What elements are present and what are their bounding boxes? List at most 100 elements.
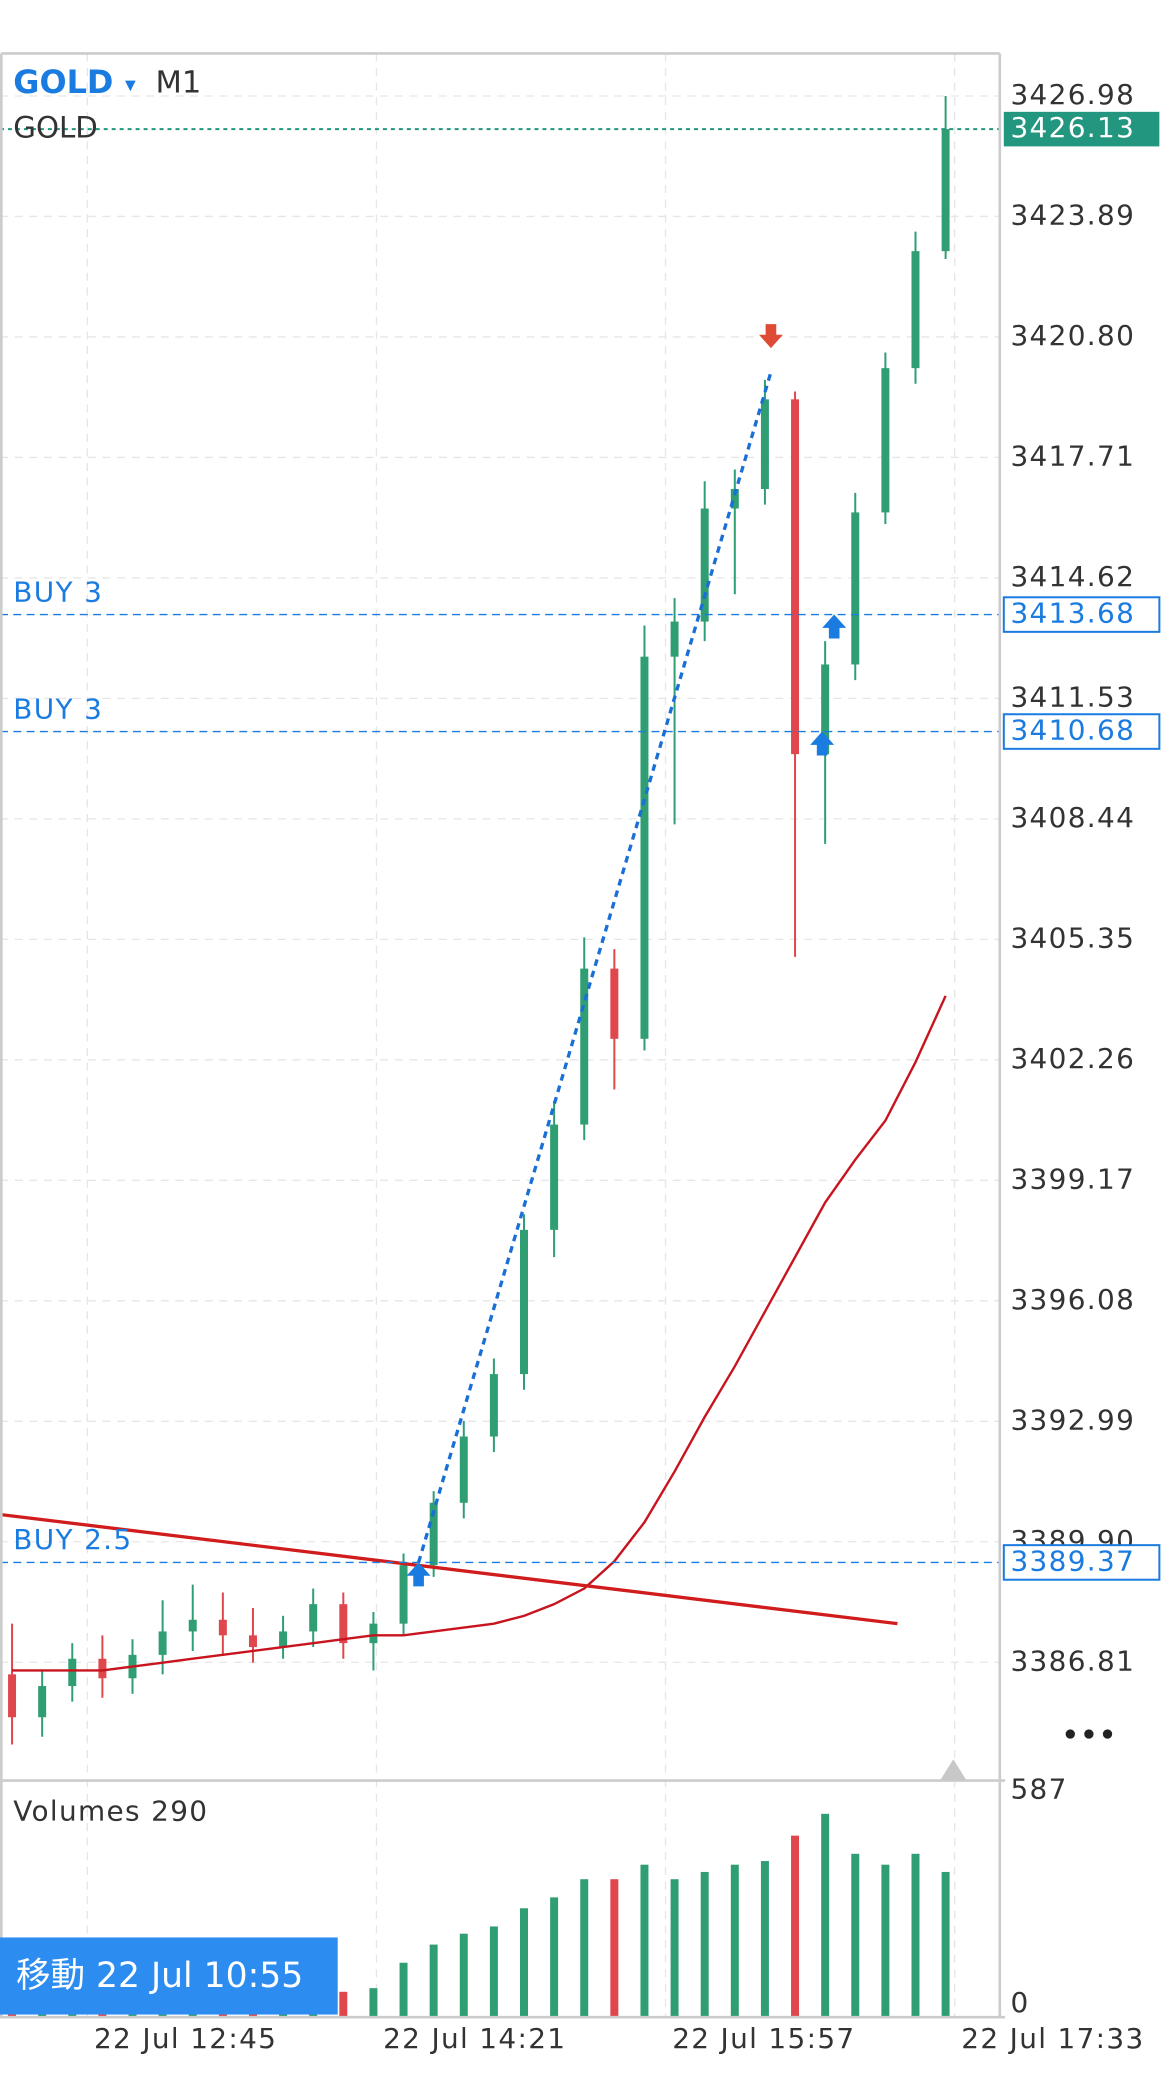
y-tick-label: 3423.89 [1010, 198, 1135, 231]
candle-body [8, 1674, 17, 1718]
volume-bar [640, 1864, 649, 2018]
timeframe[interactable]: M1 [156, 66, 202, 101]
candle-body [489, 1374, 498, 1437]
candle-body [188, 1619, 197, 1632]
candle-body [851, 512, 860, 665]
candle-body [821, 664, 830, 755]
volume-bar [700, 1871, 709, 2018]
candle [550, 1101, 559, 1258]
volume-bar [791, 1835, 800, 2018]
candle-body [369, 1623, 378, 1644]
y-tick-label: 3386.81 [1010, 1644, 1135, 1677]
candle-body [941, 129, 950, 252]
current-price-box [1003, 111, 1160, 147]
order-price: 3410.68 [1010, 714, 1135, 747]
trade-marker [406, 1562, 431, 1587]
candle [218, 1592, 227, 1655]
volume-bar [520, 1908, 528, 2018]
grid [0, 53, 1000, 2018]
candle [188, 1584, 197, 1651]
candle-body [98, 1658, 107, 1679]
current-price: 3426.13 [1010, 111, 1135, 144]
volume-bar [911, 1853, 920, 2018]
candle [911, 231, 920, 384]
volume-bar [670, 1879, 679, 2018]
candle-body [760, 399, 769, 490]
candle [791, 391, 800, 957]
candle-body [309, 1604, 318, 1632]
order-label: BUY 2.5 [13, 1523, 132, 1556]
dot [1065, 1729, 1075, 1739]
volume-tick-label: 0 [1010, 1986, 1029, 2019]
y-tick-label: 3411.53 [1010, 680, 1135, 713]
candle-body [881, 368, 890, 513]
candle [309, 1588, 318, 1648]
candle [941, 95, 950, 259]
order-label: BUY 3 [13, 575, 103, 608]
crosshair-box [0, 1937, 338, 2015]
trade-marker [758, 324, 783, 349]
candle [580, 937, 589, 1141]
volume-bar [941, 1871, 950, 2018]
volume-bar [550, 1897, 559, 2018]
x-tick-label: 22 Jul 15:57 [672, 2022, 855, 2055]
volume-bar [369, 1988, 378, 2018]
y-tick-label: 3405.35 [1010, 921, 1135, 954]
volume-bar [429, 1944, 438, 2018]
x-tick-label: 22 Jul 14:21 [383, 2022, 566, 2055]
volume-bar [821, 1813, 830, 2018]
candle-body [38, 1686, 47, 1718]
candle-body [399, 1565, 408, 1624]
y-tick-label: 3402.26 [1010, 1042, 1135, 1075]
volume-bar [339, 1991, 348, 2018]
y-tick-label: 3399.17 [1010, 1162, 1135, 1195]
y-tick-label: 3408.44 [1010, 801, 1135, 834]
trade-line [417, 371, 773, 1563]
candle-body [459, 1436, 468, 1503]
order-price-box [1002, 596, 1161, 633]
candle-body [279, 1631, 288, 1648]
trade-marker [822, 614, 847, 639]
candle [369, 1611, 378, 1671]
crosshair-label: 移動 22 Jul 10:55 [16, 1956, 303, 1996]
order-price: 3389.37 [1010, 1544, 1135, 1577]
candle [98, 1635, 107, 1698]
candle-body [730, 489, 739, 509]
candle [38, 1670, 47, 1737]
candle [881, 352, 890, 525]
candle-body [670, 621, 679, 657]
volume-bar [610, 1879, 619, 2018]
volume-bar [851, 1853, 860, 2018]
candle-body [791, 399, 800, 755]
candle-body [158, 1631, 167, 1655]
order-price: 3413.68 [1010, 597, 1135, 630]
volume-bar [881, 1864, 890, 2018]
y-tick-label: 3396.08 [1010, 1283, 1135, 1316]
candle-body [68, 1658, 77, 1687]
volume-tick-label: 587 [1010, 1773, 1067, 1806]
y-tick-label: 3420.80 [1010, 319, 1135, 352]
y-tick-label: 3426.98 [1010, 78, 1135, 111]
candle [248, 1608, 257, 1663]
order-label: BUY 3 [13, 692, 103, 725]
symbol-dropdown[interactable]: ▾ [125, 72, 136, 97]
volume-bar [399, 1962, 408, 2018]
dot [1084, 1729, 1094, 1739]
symbol[interactable]: GOLD [13, 63, 113, 101]
trade-marker [810, 731, 835, 756]
candle-body [339, 1604, 348, 1644]
candle [399, 1553, 408, 1636]
more-menu[interactable] [1065, 1729, 1113, 1739]
volume-bar [459, 1933, 468, 2018]
scroll-handle[interactable] [939, 1759, 967, 1781]
volume-bar [730, 1864, 739, 2018]
moving-average [12, 995, 947, 1672]
x-tick-label: 22 Jul 12:45 [94, 2022, 277, 2055]
y-tick-label: 3392.99 [1010, 1403, 1135, 1436]
plot [0, 95, 1000, 2018]
volume-bar [580, 1879, 589, 2018]
candle-body [610, 968, 619, 1039]
order-price-box [1002, 713, 1161, 750]
